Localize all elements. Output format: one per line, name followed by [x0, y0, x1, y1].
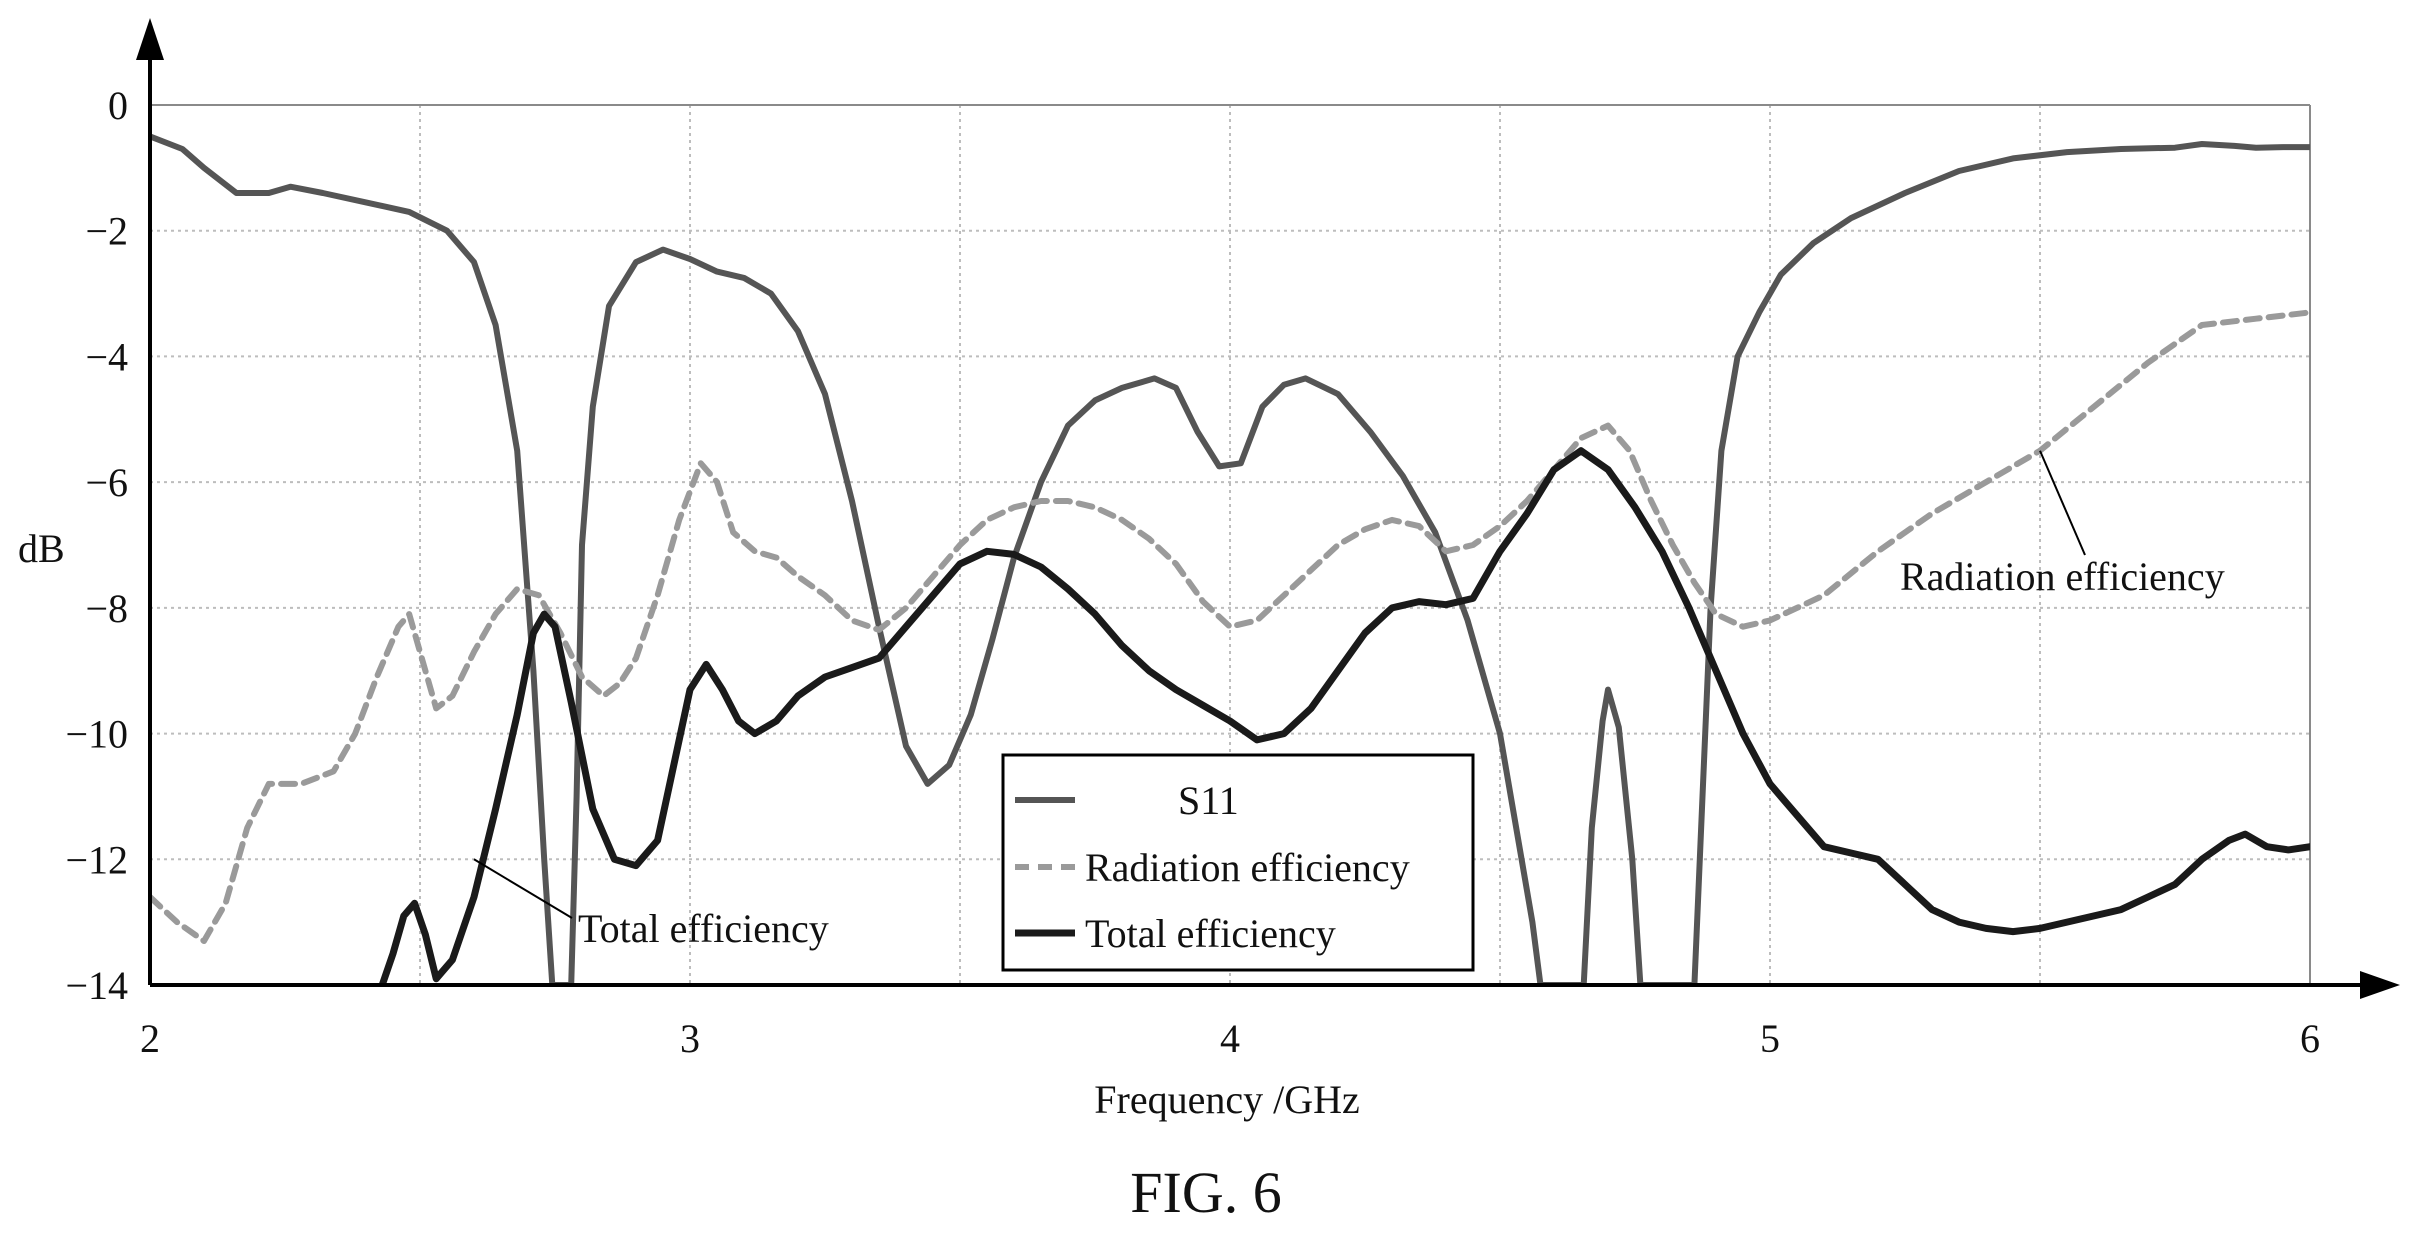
y-tick-label: −6 — [85, 460, 128, 505]
figure-caption: FIG. 6 — [1130, 1160, 1281, 1225]
y-tick-label: −8 — [85, 586, 128, 631]
annotation-leader-radiation — [2039, 450, 2086, 556]
x-axis-arrow — [2360, 971, 2400, 999]
x-tick-label: 5 — [1760, 1016, 1780, 1061]
legend-box — [1001, 753, 1475, 972]
series-line-radiation-efficiency — [150, 309, 2310, 944]
x-axis-label: Frequency /GHz — [1094, 1077, 1359, 1122]
y-axis-arrow — [136, 18, 164, 60]
x-tick-label: 4 — [1220, 1016, 1240, 1061]
x-tick-label: 6 — [2300, 1016, 2320, 1061]
series-line-s11 — [150, 133, 2310, 985]
annotation-total-efficiency: Total efficiency — [578, 906, 829, 951]
series-line-total-efficiency — [378, 447, 2310, 985]
y-tick-label: −12 — [65, 837, 128, 882]
legend-label: Total efficiency — [1085, 911, 1336, 956]
annotation-leader-total — [473, 858, 573, 919]
y-tick-label: −10 — [65, 712, 128, 757]
axes — [136, 18, 2400, 999]
y-tick-label: −14 — [65, 963, 128, 1008]
y-tick-label: 0 — [108, 83, 128, 128]
legend-label: S11 — [1178, 778, 1239, 823]
y-tick-label: −2 — [85, 209, 128, 254]
x-tick-label: 2 — [140, 1016, 160, 1061]
annotations: Radiation efficiency Total efficiency — [473, 450, 2225, 951]
y-axis-label: dB — [18, 526, 65, 571]
legend-label: Radiation efficiency — [1085, 845, 1410, 890]
legend: S11 Radiation efficiency Total efficiency — [1001, 753, 1475, 972]
annotation-radiation-efficiency: Radiation efficiency — [1900, 554, 2225, 599]
tick-labels: 2 3 4 5 6 0 −2 −4 −6 −8 −10 −12 −14 — [65, 83, 2320, 1061]
y-tick-label: −4 — [85, 334, 128, 379]
x-tick-label: 3 — [680, 1016, 700, 1061]
series-layer — [150, 133, 2310, 985]
